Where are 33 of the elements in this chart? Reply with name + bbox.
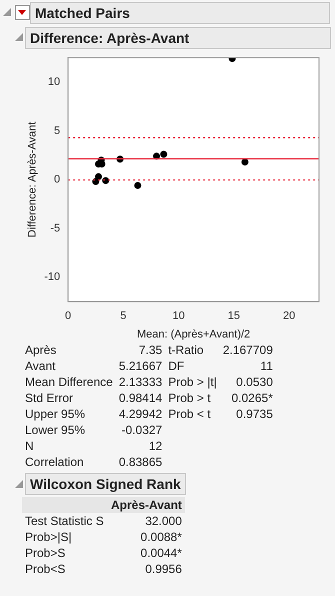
y-tick-label: 10: [48, 76, 60, 88]
chart-subtitle: Difference: Après-Avant: [25, 27, 331, 49]
point: [160, 150, 168, 158]
y-tick-label: 5: [54, 124, 60, 137]
text: Après 7.35 t-Ratio 2.167709: [25, 343, 273, 357]
y-tick-label: 0: [54, 174, 60, 186]
text: Upper 95% 4.29942 Prob < t 0.9735: [25, 407, 273, 421]
text: Avant 5.21667 DF 11: [25, 359, 273, 373]
chart-title: Matched Pairs: [30, 2, 330, 24]
y-tick-label: -5: [50, 222, 60, 234]
text: Wilcoxon Signed Rank: [25, 473, 186, 495]
text: Test Statistic S 32.000: [25, 514, 182, 528]
point: [94, 173, 102, 180]
text: Prob>S 0.0044*: [25, 546, 182, 560]
x-tick-label: 5: [120, 310, 126, 322]
y-tick-label: -10: [44, 271, 60, 284]
text: Lower 95% -0.0327: [25, 423, 162, 437]
text: Prob<S 0.9956: [25, 562, 182, 576]
point: [134, 182, 142, 189]
y-axis-title: Difference: Après-Avant: [26, 122, 39, 238]
x-tick-label: 10: [172, 310, 185, 322]
x-tick-label: 15: [228, 310, 240, 322]
text: Mean Difference 2.13333 Prob > |t| 0.0530: [25, 375, 273, 389]
x-axis-title: Mean: (Après+Avant)/2: [136, 328, 250, 340]
text: Prob>|S| 0.0088*: [25, 530, 182, 544]
x-tick-label: 0: [65, 310, 72, 322]
text: Après-Avant: [108, 497, 185, 513]
text: Std Error 0.98414 Prob > t 0.0265*: [25, 391, 273, 405]
point: [102, 177, 110, 184]
text: Correlation 0.83865: [25, 455, 162, 469]
x-tick-label: 20: [283, 310, 296, 322]
text: N 12: [25, 439, 162, 453]
point: [241, 158, 248, 166]
